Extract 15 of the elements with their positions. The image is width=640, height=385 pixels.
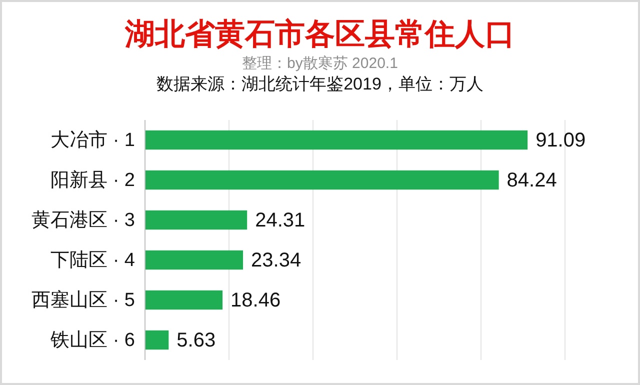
data-label: 24.31	[255, 209, 306, 232]
data-label: 84.24	[506, 169, 557, 192]
title: 湖北省黄石市各区县常住人口	[125, 18, 515, 51]
ytick: 下陆区 · 4	[50, 250, 135, 272]
data-label: 18.46	[230, 289, 281, 312]
ytick: 黄石港区 · 3	[32, 210, 135, 232]
data-label: 23.34	[251, 249, 302, 272]
ytick: 西塞山区 · 5	[32, 290, 135, 312]
subtitle: 整理：by散寒苏 2020.1	[242, 54, 398, 72]
annotation: 数据来源：湖北统计年鉴2019，单位：万人	[156, 74, 484, 94]
data-label: 5.63	[176, 329, 216, 352]
ytick: 大冶市 · 1	[50, 130, 135, 152]
data-label: 91.09	[536, 129, 586, 152]
ytick: 阳新县 · 2	[50, 170, 135, 192]
ytick: 铁山区 · 6	[50, 330, 135, 352]
